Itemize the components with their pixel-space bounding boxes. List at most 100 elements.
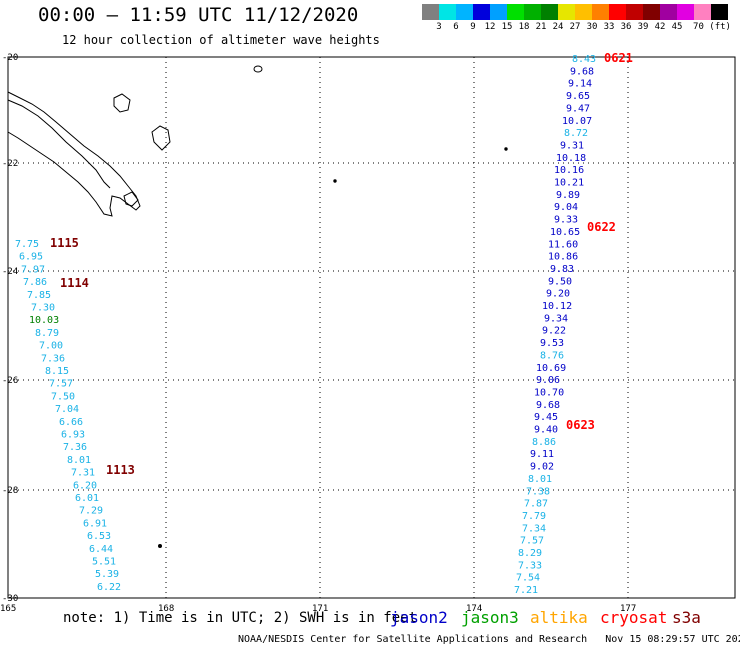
- swh-value: 7.85: [27, 290, 51, 301]
- swh-value: 11.60: [548, 239, 578, 250]
- legend-swatch: [694, 4, 711, 20]
- lon-label: 168: [158, 604, 174, 614]
- new-caledonia-coast-outer: [7, 91, 141, 217]
- swh-value: 10.07: [562, 116, 592, 127]
- legend-swatch: [541, 4, 558, 20]
- swh-value: 7.33: [518, 560, 542, 571]
- swh-value: 9.34: [544, 313, 568, 324]
- swh-value: 9.68: [570, 66, 594, 77]
- swh-value: 9.50: [548, 276, 572, 287]
- time-marker: 1114: [60, 276, 89, 290]
- swh-value: 8.76: [540, 350, 564, 361]
- swh-value: 7.57: [49, 379, 73, 390]
- legend-swatch: [626, 4, 643, 20]
- swh-value: 7.29: [79, 506, 103, 517]
- legend-label: 21: [535, 22, 547, 32]
- lon-label: 174: [466, 604, 482, 614]
- swh-value: 6.20: [73, 480, 97, 491]
- swh-value: 7.00: [39, 341, 63, 352]
- legend-swatch: [643, 4, 660, 20]
- islet-2: [504, 147, 508, 151]
- swh-value: 7.50: [51, 391, 75, 402]
- swh-value: 10.12: [542, 301, 572, 312]
- swh-value: 9.83: [550, 264, 574, 275]
- map-subtitle: 12 hour collection of altimeter wave hei…: [62, 33, 380, 47]
- swh-value: 10.18: [556, 153, 586, 164]
- swh-value: 9.02: [530, 462, 554, 473]
- swh-value: 10.65: [550, 227, 580, 238]
- swh-value: 9.68: [536, 400, 560, 411]
- loyalty-island-mare: [151, 125, 171, 151]
- legend-label: 39: [637, 22, 649, 32]
- swh-value: 7.79: [522, 511, 546, 522]
- swh-value: 9.04: [554, 202, 578, 213]
- legend-label: 24: [552, 22, 564, 32]
- swh-value: 5.51: [92, 557, 116, 568]
- swh-value: 9.53: [540, 338, 564, 349]
- legend-label: 18: [518, 22, 530, 32]
- legend-swatch: [660, 4, 677, 20]
- legend-label: 70 (ft): [693, 22, 731, 32]
- legend-swatch: [439, 4, 456, 20]
- legend-swatch: [592, 4, 609, 20]
- legend-label: 27: [569, 22, 581, 32]
- swh-value: 7.21: [514, 585, 538, 596]
- islet-3: [158, 544, 162, 548]
- satellite-jason2: jason2: [390, 608, 448, 627]
- swh-value: 6.66: [59, 417, 83, 428]
- legend-swatch: [558, 4, 575, 20]
- legend-label: 42: [654, 22, 666, 32]
- swh-value: 8.72: [564, 128, 588, 139]
- swh-value: 7.30: [31, 303, 55, 314]
- swh-value: 7.57: [520, 536, 544, 547]
- lat-label: -24: [2, 267, 18, 277]
- swh-value: 9.40: [534, 425, 558, 436]
- islet-1: [333, 179, 337, 183]
- swh-value: 5.39: [95, 569, 119, 580]
- color-scale-labels: 3 6 9 12 15 18 21 24 27 30 33 36 39 42 45 70 (ft): [422, 22, 740, 34]
- satellite-cryosat: cryosat: [600, 608, 668, 627]
- swh-value: 7.04: [55, 404, 79, 415]
- lat-label: -28: [2, 486, 18, 496]
- swh-value: 7.97: [21, 264, 45, 275]
- swh-value: 6.22: [97, 582, 121, 593]
- swh-value: 9.31: [560, 140, 584, 151]
- swh-value: 7.36: [63, 442, 87, 453]
- swh-value: 10.03: [29, 315, 59, 326]
- legend-swatch: [490, 4, 507, 20]
- walpole-island: [253, 65, 263, 73]
- swh-value: 6.01: [75, 493, 99, 504]
- swh-value: 6.95: [19, 252, 43, 263]
- swh-value: 10.70: [534, 387, 564, 398]
- swh-value: 9.47: [566, 103, 590, 114]
- credit-line: NOAA/NESDIS Center for Satellite Applica…: [238, 634, 740, 645]
- legend-swatch: [507, 4, 524, 20]
- swh-value: 6.91: [83, 518, 107, 529]
- lat-label: -26: [2, 376, 18, 386]
- swh-value: 9.65: [566, 91, 590, 102]
- legend-label: 9: [470, 22, 476, 32]
- legend-swatch: [677, 4, 694, 20]
- swh-value: 6.53: [87, 531, 111, 542]
- swh-value: 7.31: [71, 468, 95, 479]
- swh-value: 9.11: [530, 449, 554, 460]
- legend-swatch: [473, 4, 490, 20]
- swh-value: 8.29: [518, 548, 542, 559]
- swh-value: 9.22: [542, 326, 566, 337]
- swh-value: 7.38: [526, 486, 550, 497]
- isle-of-pines: [123, 191, 139, 207]
- legend-swatch: [609, 4, 626, 20]
- new-caledonia-coast-inner: [7, 99, 111, 189]
- swh-value: 10.69: [536, 363, 566, 374]
- swh-value: 7.34: [522, 523, 546, 534]
- map-title: 00:00 – 11:59 UTC 11/12/2020: [38, 4, 359, 26]
- legend-label: 45: [671, 22, 683, 32]
- swh-value: 7.75: [15, 239, 39, 250]
- swh-value: 7.54: [516, 573, 540, 584]
- time-marker: 0622: [587, 220, 616, 234]
- time-markers: 1115 1114 1113 0621 0622 0623: [50, 51, 633, 477]
- swh-value: 7.87: [524, 499, 548, 510]
- swh-value: 9.33: [554, 215, 578, 226]
- lon-label: 165: [0, 604, 16, 614]
